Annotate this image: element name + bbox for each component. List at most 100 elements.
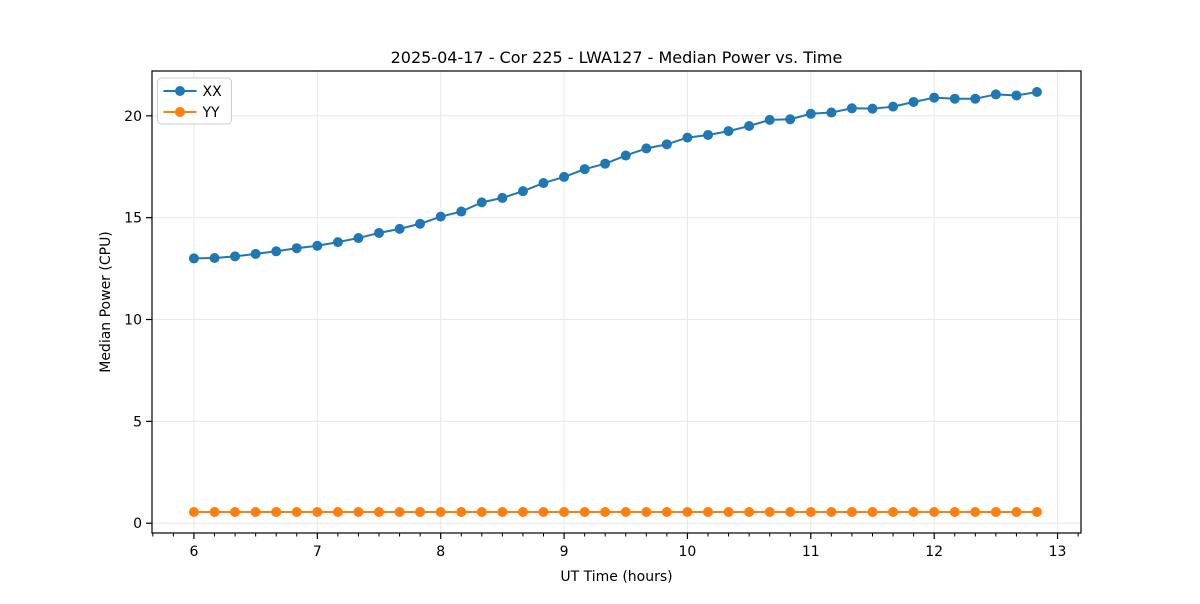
data-point-yy xyxy=(620,507,631,518)
data-point-xx xyxy=(1011,90,1022,101)
data-point-xx xyxy=(929,92,940,103)
data-point-xx xyxy=(538,178,549,189)
data-point-yy xyxy=(682,507,693,518)
data-point-yy xyxy=(353,507,364,518)
series-line-xx xyxy=(192,90,1038,260)
data-point-yy xyxy=(435,507,446,518)
data-point-xx xyxy=(764,114,775,125)
data-point-yy xyxy=(703,507,714,518)
data-point-xx xyxy=(230,251,241,262)
data-point-xx xyxy=(456,206,467,217)
data-point-xx xyxy=(435,211,446,222)
x-tick-label: 9 xyxy=(560,544,569,560)
data-point-xx xyxy=(353,233,364,244)
series-layer xyxy=(188,86,1042,518)
legend-marker-xx xyxy=(175,86,185,96)
x-tick-label: 11 xyxy=(802,544,820,560)
data-point-yy xyxy=(579,507,590,518)
data-point-xx xyxy=(188,253,199,264)
data-point-yy xyxy=(291,507,302,518)
data-point-xx xyxy=(723,126,734,137)
data-point-yy xyxy=(723,507,734,518)
data-point-xx xyxy=(785,114,796,125)
data-point-xx xyxy=(661,139,672,150)
legend-layer: XX YY xyxy=(157,77,232,125)
data-point-yy xyxy=(394,507,405,518)
x-tick-label: 10 xyxy=(679,544,697,560)
data-point-yy xyxy=(476,507,487,518)
data-point-yy xyxy=(949,507,960,518)
data-point-yy xyxy=(744,507,755,518)
data-point-yy xyxy=(990,507,1001,518)
data-point-yy xyxy=(271,507,282,518)
data-point-yy xyxy=(497,507,508,518)
data-point-yy xyxy=(517,507,528,518)
data-point-yy xyxy=(908,507,919,518)
data-point-yy xyxy=(374,507,385,518)
data-point-xx xyxy=(312,240,323,251)
y-tick-label: 15 xyxy=(124,211,142,227)
x-tick-label: 8 xyxy=(436,544,445,560)
legend-marker-yy xyxy=(175,107,185,117)
data-point-xx xyxy=(703,129,714,140)
data-point-yy xyxy=(250,507,261,518)
grid-layer xyxy=(152,71,1081,533)
data-point-yy xyxy=(230,507,241,518)
data-point-xx xyxy=(291,243,302,254)
data-point-xx xyxy=(415,218,426,229)
data-point-xx xyxy=(517,186,528,197)
data-point-yy xyxy=(929,507,940,518)
data-point-xx xyxy=(620,150,631,161)
data-point-xx xyxy=(394,223,405,234)
x-tick-label: 6 xyxy=(189,544,198,560)
chart-title: 2025-04-17 - Cor 225 - LWA127 - Median P… xyxy=(391,48,843,67)
data-point-xx xyxy=(682,132,693,143)
data-point-yy xyxy=(600,507,611,518)
data-point-xx xyxy=(970,93,981,104)
data-point-xx xyxy=(600,158,611,169)
plot-border xyxy=(151,70,1082,534)
data-point-xx xyxy=(908,96,919,107)
x-tick-label: 7 xyxy=(313,544,322,560)
data-point-xx xyxy=(888,101,899,112)
data-point-xx xyxy=(374,227,385,238)
data-point-xx xyxy=(1031,86,1042,97)
data-point-yy xyxy=(867,507,878,518)
data-point-xx xyxy=(250,248,261,259)
data-point-xx xyxy=(497,192,508,203)
data-point-xx xyxy=(990,89,1001,100)
data-point-yy xyxy=(1031,507,1042,518)
y-tick-label: 0 xyxy=(133,516,142,532)
y-tick-label: 10 xyxy=(124,313,142,329)
data-point-xx xyxy=(559,171,570,182)
data-point-xx xyxy=(271,246,282,257)
data-point-xx xyxy=(332,237,343,248)
axes-layer: 6 7 8 9 10 11 12 13 0 5 10 15 20 xyxy=(124,70,1082,560)
y-tick-label: 5 xyxy=(133,414,142,430)
data-point-xx xyxy=(209,253,220,263)
data-point-yy xyxy=(970,507,981,518)
data-point-yy xyxy=(332,507,343,518)
data-point-xx xyxy=(476,197,487,208)
data-point-yy xyxy=(538,507,549,518)
data-point-yy xyxy=(209,507,220,518)
data-point-yy xyxy=(188,507,199,518)
data-point-xx xyxy=(846,103,857,114)
data-point-yy xyxy=(785,507,796,518)
data-point-yy xyxy=(1011,507,1022,518)
legend-label-xx: XX xyxy=(203,84,223,100)
y-tick-label: 20 xyxy=(124,109,142,125)
data-point-yy xyxy=(888,507,899,518)
data-point-yy xyxy=(764,507,775,518)
data-point-yy xyxy=(559,507,570,518)
x-axis-label: UT Time (hours) xyxy=(560,569,672,585)
data-point-xx xyxy=(641,143,652,154)
x-tick-label: 13 xyxy=(1049,544,1067,560)
data-point-yy xyxy=(805,507,816,518)
data-point-xx xyxy=(826,107,837,118)
data-point-yy xyxy=(826,507,837,518)
legend-label-yy: YY xyxy=(202,105,221,121)
data-point-xx xyxy=(949,93,960,104)
